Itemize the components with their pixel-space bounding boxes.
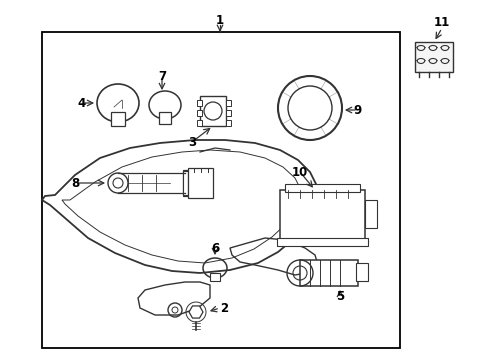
- Text: 5: 5: [335, 289, 344, 302]
- Text: 4: 4: [78, 96, 86, 109]
- Bar: [285, 184, 359, 192]
- Bar: [225, 100, 230, 106]
- Text: 2: 2: [220, 302, 228, 315]
- Bar: [197, 100, 202, 106]
- Bar: [225, 110, 230, 116]
- Text: 10: 10: [291, 166, 307, 179]
- Bar: [42, 32, 399, 348]
- Bar: [197, 120, 202, 126]
- Bar: [280, 190, 364, 242]
- Bar: [355, 263, 367, 281]
- Text: 6: 6: [210, 242, 219, 255]
- Bar: [187, 168, 213, 198]
- Text: 8: 8: [71, 176, 79, 189]
- Text: 7: 7: [158, 69, 166, 82]
- Bar: [200, 96, 225, 126]
- Bar: [111, 112, 125, 126]
- Bar: [364, 200, 376, 228]
- Bar: [225, 120, 230, 126]
- Text: 3: 3: [187, 135, 196, 149]
- Bar: [183, 171, 187, 195]
- Bar: [197, 110, 202, 116]
- Bar: [276, 238, 367, 246]
- Bar: [183, 170, 203, 196]
- Text: 9: 9: [353, 104, 362, 117]
- Bar: [414, 42, 452, 72]
- Bar: [299, 260, 357, 286]
- Text: 1: 1: [216, 14, 224, 27]
- Text: 11: 11: [433, 15, 449, 28]
- Bar: [209, 273, 220, 281]
- Bar: [159, 112, 171, 124]
